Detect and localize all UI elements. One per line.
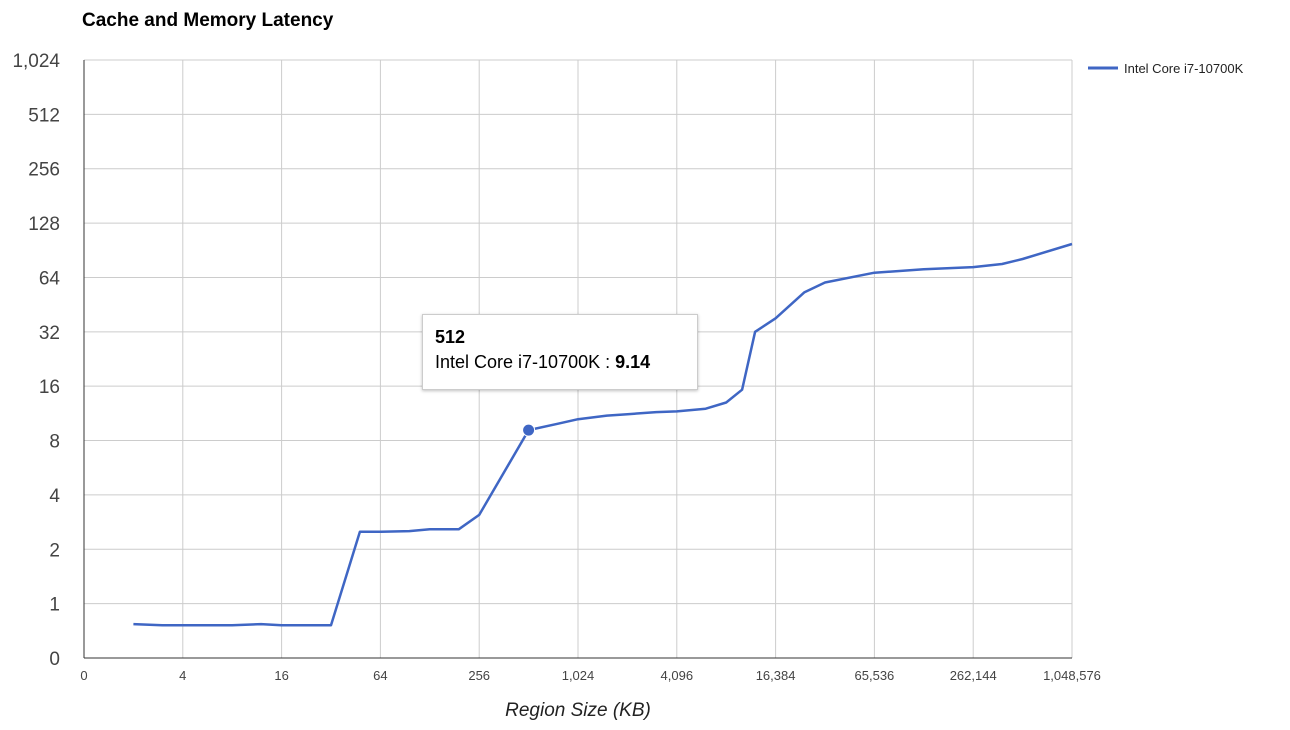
y-tick-label: 8 (49, 432, 60, 453)
tooltip-value: 9.14 (615, 352, 651, 372)
chart-title: Cache and Memory Latency (82, 10, 334, 31)
y-tick-label: 4 (49, 486, 60, 507)
y-tick-label: 32 (39, 323, 60, 344)
x-tick-label: 1,048,576 (1043, 668, 1101, 683)
y-tick-label: 64 (39, 268, 61, 289)
x-tick-label: 1,024 (562, 668, 595, 683)
x-tick-label: 0 (80, 668, 87, 683)
tooltip-x-value: 512 (435, 327, 466, 347)
highlighted-point[interactable] (522, 423, 536, 437)
legend[interactable]: Intel Core i7-10700K (1088, 61, 1244, 76)
y-tick-label: 0 (49, 649, 60, 670)
x-tick-label: 65,536 (855, 668, 895, 683)
x-tick-labels: 0 4 16 64 256 1,024 4,096 16,384 65,536 262,144 1,… (80, 668, 1101, 683)
axes (83, 60, 1072, 659)
y-tick-label: 1 (49, 595, 60, 616)
gridlines (84, 59, 1073, 658)
data-tooltip: 512 Intel Core i7-10700K : 9.14 (422, 314, 698, 390)
y-tick-label: 512 (28, 105, 60, 126)
x-tick-label: 4,096 (661, 668, 694, 683)
series-line[interactable] (133, 242, 1073, 627)
y-tick-labels: 0 1 2 4 8 16 32 64 128 256 512 1,024 (12, 51, 60, 670)
series-lines (133, 242, 1073, 627)
y-tick-label: 128 (28, 214, 60, 235)
legend-label[interactable]: Intel Core i7-10700K (1124, 61, 1244, 76)
x-tick-label: 256 (468, 668, 490, 683)
x-axis-title: Region Size (KB) (505, 700, 651, 721)
y-tick-label: 1,024 (12, 51, 60, 72)
x-tick-label: 64 (373, 668, 387, 683)
tooltip-row: Intel Core i7-10700K : 9.14 (435, 349, 685, 375)
x-tick-label: 4 (179, 668, 186, 683)
y-tick-label: 2 (49, 540, 60, 561)
x-tick-label: 16,384 (756, 668, 796, 683)
y-tick-label: 16 (39, 377, 60, 398)
y-tick-label: 256 (28, 160, 60, 181)
x-tick-label: 262,144 (950, 668, 997, 683)
tooltip-series-label: Intel Core i7-10700K : (435, 352, 616, 372)
x-tick-label: 16 (274, 668, 288, 683)
